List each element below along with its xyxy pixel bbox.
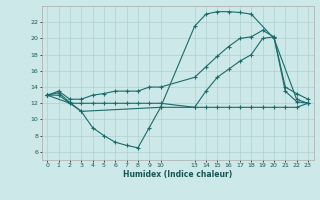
X-axis label: Humidex (Indice chaleur): Humidex (Indice chaleur) [123,170,232,179]
